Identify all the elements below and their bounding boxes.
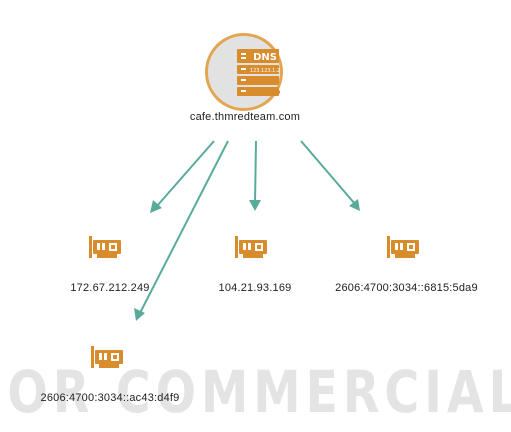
ip-node-104-21-93-169[interactable] <box>235 234 269 264</box>
dns-server-icon: DNS 123.123.1.2 <box>237 49 280 96</box>
edge-dns-to-104-21-93-169 <box>249 140 261 211</box>
edge-dns-to-172-67-212-249 <box>150 140 215 213</box>
ip-node-label: 172.67.212.249 <box>70 282 150 294</box>
edge-dns-to-2606-6815-5da9 <box>300 140 360 211</box>
ip-node-label: 104.21.93.169 <box>218 282 292 294</box>
network-card-icon <box>387 236 419 258</box>
ip-node-2606-6815-5da9[interactable] <box>387 234 421 264</box>
edge-dns-to-2606-ac43-d4f9 <box>134 140 229 321</box>
dns-icon-text: DNS <box>253 52 277 63</box>
network-card-icon <box>89 236 121 258</box>
network-card-icon <box>235 236 267 258</box>
dns-node-label: cafe.thmredteam.com <box>189 111 301 123</box>
ip-node-172-67-212-249[interactable] <box>89 234 123 264</box>
dns-node[interactable]: DNS 123.123.1.2 <box>205 33 283 111</box>
ip-node-2606-ac43-d4f9[interactable] <box>91 344 125 374</box>
network-card-icon <box>91 346 123 368</box>
ip-node-label: 2606:4700:3034::ac43:d4f9 <box>40 392 180 404</box>
ip-node-label: 2606:4700:3034::6815:5da9 <box>335 282 478 294</box>
dns-icon-ip-text: 123.123.1.2 <box>250 68 280 74</box>
